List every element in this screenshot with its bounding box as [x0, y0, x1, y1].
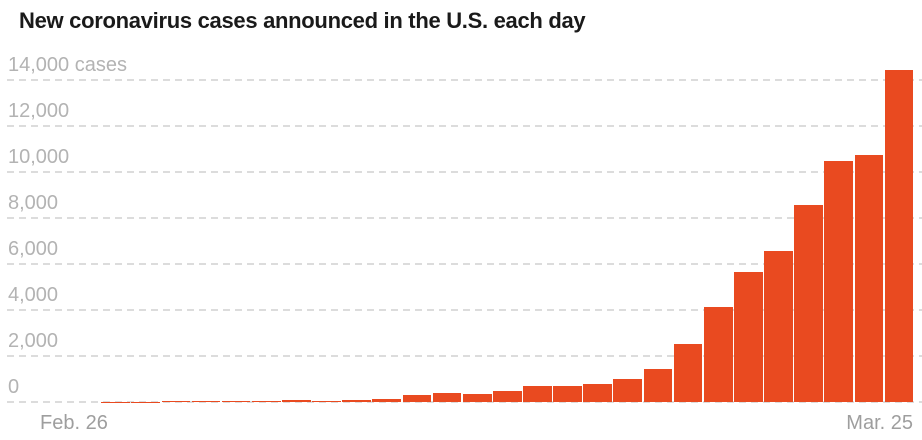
- x-axis-label-end: Mar. 25: [846, 412, 913, 434]
- y-axis-tick-label: 10,000: [8, 146, 70, 168]
- y-axis-tick-label: 6,000: [8, 237, 59, 260]
- gridline: [7, 354, 922, 357]
- bar: [492, 390, 522, 402]
- gridline: [7, 171, 922, 173]
- bar: [583, 384, 613, 402]
- bar: [764, 250, 793, 402]
- bar: [553, 385, 582, 402]
- gridline: [7, 125, 922, 128]
- bar: [462, 393, 492, 402]
- y-axis-tick-label: 14,000 cases: [8, 54, 127, 77]
- gridline: [7, 79, 922, 82]
- bar: [282, 400, 311, 402]
- bar: [191, 401, 221, 402]
- y-axis-tick-label: 8,000: [8, 191, 59, 214]
- bar: [643, 368, 673, 402]
- y-axis-tick-label: 0: [8, 375, 20, 398]
- y-axis-tick-label: 4,000: [8, 283, 59, 306]
- bar: [673, 343, 703, 402]
- bar: [733, 272, 763, 402]
- bar: [312, 400, 341, 402]
- bar: [794, 204, 823, 402]
- bar: [372, 399, 402, 402]
- bar: [523, 385, 552, 402]
- bar: [402, 395, 432, 402]
- gridline: [7, 216, 922, 219]
- bar: [342, 399, 371, 402]
- gridline: [7, 262, 922, 265]
- y-axis-tick-label: 2,000: [8, 329, 59, 352]
- bar: [613, 379, 643, 402]
- bar: [221, 401, 251, 402]
- bar: [854, 155, 884, 402]
- gridline: [7, 308, 922, 311]
- bar: [432, 392, 462, 402]
- bar: [703, 306, 733, 402]
- y-axis-tick-label: 12,000: [8, 100, 70, 123]
- bar: [251, 401, 281, 402]
- bar: [824, 161, 854, 402]
- x-axis-label-start: Feb. 26: [40, 412, 108, 434]
- bar: [161, 401, 191, 402]
- chart-title: New coronavirus cases announced in the U…: [19, 8, 586, 33]
- bar: [884, 70, 914, 402]
